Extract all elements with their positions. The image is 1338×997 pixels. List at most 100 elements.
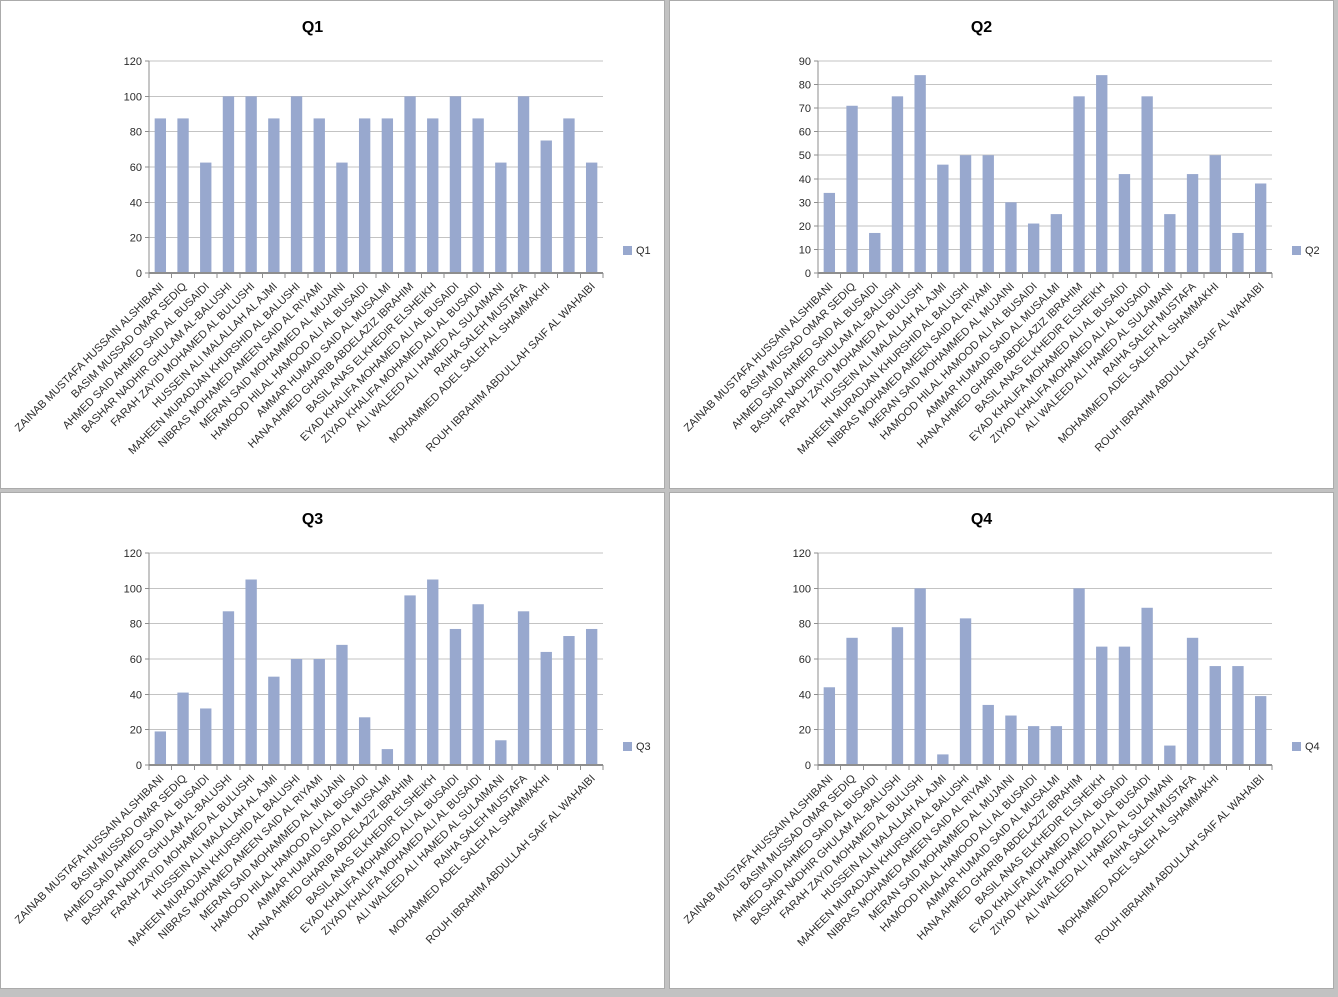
bar[interactable] [1050,214,1063,273]
y-axis-tick-label: 80 [130,127,142,139]
legend-swatch-icon [623,246,632,255]
bar[interactable] [290,659,303,765]
bar[interactable] [823,687,836,765]
bar[interactable] [427,579,439,766]
bar[interactable] [517,611,530,765]
bar[interactable] [381,118,394,273]
bar[interactable] [200,162,212,273]
legend[interactable]: Q3 [623,741,651,753]
bar[interactable] [585,628,598,765]
bar[interactable] [313,659,325,765]
bar[interactable] [1027,223,1040,273]
bar[interactable] [154,731,167,765]
chart-panel-q1[interactable]: 0 20 40 60 80 100 120 ZAINAB MUSTAFA HUSSAIN AL… [0,0,665,489]
y-axis-tick-label: 60 [799,127,811,139]
chart-title[interactable]: Q3 [302,511,323,528]
bar[interactable] [1141,96,1153,273]
bar[interactable] [245,96,257,273]
bar[interactable] [449,96,462,273]
bar[interactable] [540,140,552,274]
bar[interactable] [1118,646,1131,765]
bar[interactable] [381,749,394,765]
y-axis-tick-label: 80 [799,80,811,92]
bar[interactable] [404,595,416,765]
bar[interactable] [1050,726,1063,765]
legend[interactable]: Q1 [623,245,651,257]
chart-panel-q3[interactable]: 0 20 40 60 80 100 120 ZAINAB MUSTAFA HUSSAIN AL… [0,492,665,989]
bar[interactable] [563,118,575,273]
bar[interactable] [177,118,189,273]
chart-title[interactable]: Q2 [971,19,992,36]
chart-panel-q4[interactable]: 0 20 40 60 80 100 120 ZAINAB MUSTAFA HUSSAIN AL… [669,492,1334,989]
bar[interactable] [200,708,212,765]
bar[interactable] [563,636,575,765]
bar[interactable] [222,611,235,765]
bar[interactable] [404,96,416,273]
bar[interactable] [937,754,949,765]
legend[interactable]: Q4 [1292,741,1320,753]
bar[interactable] [313,118,325,273]
bar[interactable] [427,118,439,273]
bar[interactable] [1005,202,1017,273]
bar[interactable] [914,588,926,765]
bar[interactable] [1118,174,1131,273]
chart-title[interactable]: Q1 [302,19,323,36]
bar[interactable] [336,644,348,765]
legend-label: Q3 [636,741,651,753]
bar[interactable] [268,118,280,273]
bar[interactable] [449,628,462,765]
bar[interactable] [891,627,904,765]
bar[interactable] [1027,726,1040,765]
bar[interactable] [914,75,926,273]
bar[interactable] [268,676,280,765]
bar[interactable] [823,192,836,273]
bar[interactable] [336,162,348,273]
bar[interactable] [1164,745,1176,765]
bar[interactable] [1186,174,1199,273]
bar[interactable] [495,740,507,765]
bar[interactable] [358,717,371,765]
bar[interactable] [1232,666,1244,765]
bar[interactable] [869,232,881,273]
bar[interactable] [982,704,994,765]
bar[interactable] [1254,183,1267,273]
bar[interactable] [585,162,598,273]
bar[interactable] [1073,588,1085,765]
bar[interactable] [358,118,371,273]
bar[interactable] [1005,715,1017,765]
chart-panel-q2[interactable]: 0 10 20 30 40 50 60 70 80 90 ZAINAB MUSTAFA HUSSAI… [669,0,1334,489]
bar[interactable] [891,96,904,273]
bar[interactable] [1096,646,1108,765]
bar[interactable] [1096,75,1108,273]
bar[interactable] [154,118,167,273]
bar[interactable] [472,118,484,273]
bar[interactable] [517,96,530,273]
bar[interactable] [982,155,994,273]
bar[interactable] [1209,666,1221,765]
bar[interactable] [846,105,858,273]
bar[interactable] [540,651,552,765]
bar[interactable] [846,637,858,765]
bar[interactable] [1254,696,1267,765]
bar[interactable] [245,579,257,766]
bar[interactable] [1073,96,1085,273]
bar[interactable] [1141,607,1153,765]
bar[interactable] [495,162,507,273]
legend[interactable]: Q2 [1292,245,1320,257]
bar[interactable] [222,96,235,273]
bar[interactable] [290,96,303,273]
bar[interactable] [472,604,484,765]
bar[interactable] [177,692,189,765]
chart-title[interactable]: Q4 [971,511,992,528]
bar[interactable] [937,164,949,273]
bar[interactable] [1209,155,1221,273]
bar[interactable] [959,155,972,273]
bar[interactable] [1232,232,1244,273]
bar[interactable] [1164,214,1176,273]
bar[interactable] [1186,637,1199,765]
bar[interactable] [959,618,972,765]
